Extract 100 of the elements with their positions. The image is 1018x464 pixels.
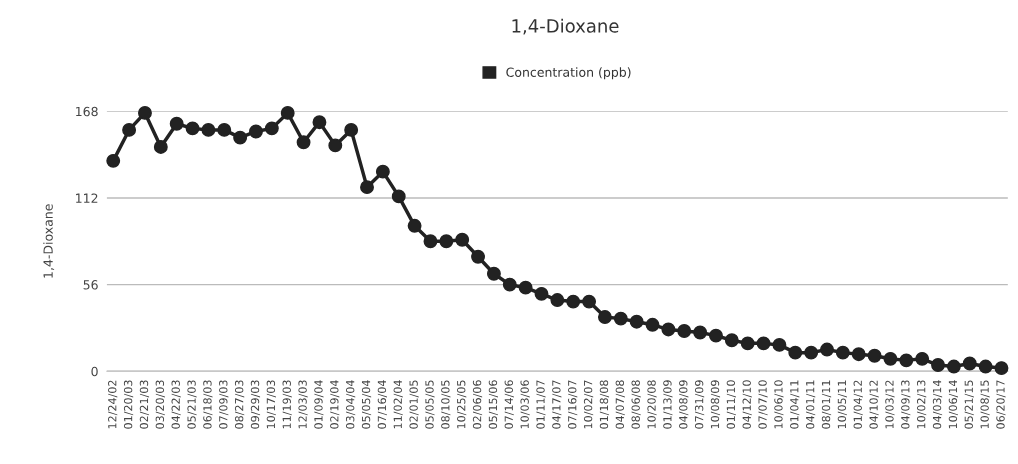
point [915, 351, 930, 366]
x-tick-label: 11/19/03 [282, 380, 292, 429]
x-tick-label: 05/21/15 [964, 380, 974, 429]
point [693, 325, 708, 340]
point [962, 356, 977, 371]
x-tick-label: 02/21/03 [139, 380, 150, 429]
x-tick-label: 01/04/11 [790, 380, 800, 429]
point [931, 358, 945, 372]
point [629, 314, 644, 329]
x-tick-label: 04/09/13 [901, 380, 911, 429]
x-tick-label: 10/03/12 [885, 380, 895, 429]
point [582, 294, 597, 309]
x-tick-label: 07/07/10 [758, 380, 768, 429]
x-tick-label: 03/04/04 [345, 380, 356, 429]
x-tick-label: 12/24/02 [108, 380, 118, 429]
x-tick-label: 10/02/13 [916, 380, 927, 429]
x-tick-label: 05/21/03 [187, 380, 197, 429]
x-tick-label: 02/06/06 [472, 380, 483, 429]
point [138, 105, 152, 120]
x-tick-label: 10/05/11 [837, 380, 847, 429]
x-tick-label: 08/10/05 [441, 380, 451, 429]
x-tick-label: 09/29/03 [250, 380, 261, 429]
point [486, 266, 501, 281]
x-tick-label: 10/08/09 [710, 380, 721, 429]
point [534, 286, 549, 301]
x-tick-label: 01/20/03 [123, 380, 134, 429]
x-tick-label: 04/10/12 [869, 380, 879, 429]
point [724, 333, 739, 348]
x-tick-label: 10/08/15 [980, 380, 990, 429]
point [344, 122, 359, 137]
point [439, 234, 454, 249]
point [820, 342, 834, 357]
x-tick-label: 01/04/12 [853, 380, 863, 429]
point [122, 122, 137, 137]
point [709, 328, 723, 343]
x-tick-label: 01/11/10 [726, 380, 736, 429]
point [249, 124, 263, 139]
point [169, 116, 184, 131]
x-tick-label: 05/15/06 [488, 380, 499, 429]
x-tick-label: 05/05/04 [361, 380, 372, 429]
point [899, 353, 914, 368]
x-tick-label: 12/03/03 [298, 380, 308, 429]
x-tick-label: 04/03/14 [932, 380, 943, 429]
point [566, 294, 581, 309]
point [550, 293, 565, 307]
point [772, 337, 787, 352]
point [804, 345, 819, 360]
point [756, 336, 771, 351]
point [360, 180, 374, 195]
point [375, 164, 390, 179]
x-tick-label: 10/03/06 [520, 380, 530, 429]
x-tick-label: 04/01/11 [805, 380, 816, 429]
x-tick-label: 04/12/10 [742, 380, 752, 429]
x-tick-label: 02/01/05 [409, 380, 419, 429]
point [455, 232, 470, 247]
point [978, 359, 993, 374]
x-tick-label: 04/07/08 [615, 380, 625, 429]
x-tick-label: 04/08/09 [679, 380, 689, 429]
point [423, 234, 438, 249]
point [106, 153, 121, 168]
y-tick-label: 168 [76, 106, 98, 117]
point [328, 138, 343, 153]
x-tick-label: 02/19/04 [330, 380, 340, 429]
point [153, 139, 168, 154]
x-tick-label: 03/20/03 [155, 380, 165, 429]
point [661, 322, 676, 337]
legend-label: Concentration (ppb) [506, 67, 631, 80]
point [994, 361, 1009, 376]
point [645, 317, 660, 332]
point [740, 336, 755, 351]
point [312, 115, 327, 130]
point [264, 121, 279, 136]
point [851, 347, 866, 362]
point [835, 345, 850, 360]
point [185, 121, 200, 136]
x-tick-label: 10/17/03 [266, 380, 276, 429]
x-tick-label: 07/16/07 [568, 380, 578, 429]
point [280, 105, 295, 120]
point [946, 359, 961, 374]
point [613, 311, 628, 326]
x-tick-label: 08/06/08 [631, 380, 641, 429]
x-tick-label: 04/22/03 [171, 380, 181, 429]
x-tick-label: 01/09/04 [314, 380, 324, 429]
y-tick-label: 112 [76, 193, 98, 203]
point [518, 280, 533, 295]
point [867, 348, 882, 363]
point [677, 324, 692, 338]
x-tick-label: 07/31/09 [694, 380, 705, 429]
x-tick-label: 08/01/11 [821, 380, 832, 429]
y-axis-title: 1,4-Dioxane [43, 204, 55, 278]
x-tick-label: 05/05/05 [425, 380, 435, 429]
point [391, 189, 406, 204]
x-tick-label: 08/27/03 [234, 380, 245, 429]
point [296, 135, 311, 150]
x-tick-label: 10/25/05 [457, 380, 467, 429]
x-tick-label: 07/14/06 [504, 380, 514, 429]
x-tick-label: 11/02/04 [393, 380, 403, 429]
x-tick-label: 07/16/04 [377, 380, 387, 429]
x-tick-label: 01/18/08 [599, 380, 610, 429]
x-tick-label: 10/20/08 [647, 380, 657, 429]
